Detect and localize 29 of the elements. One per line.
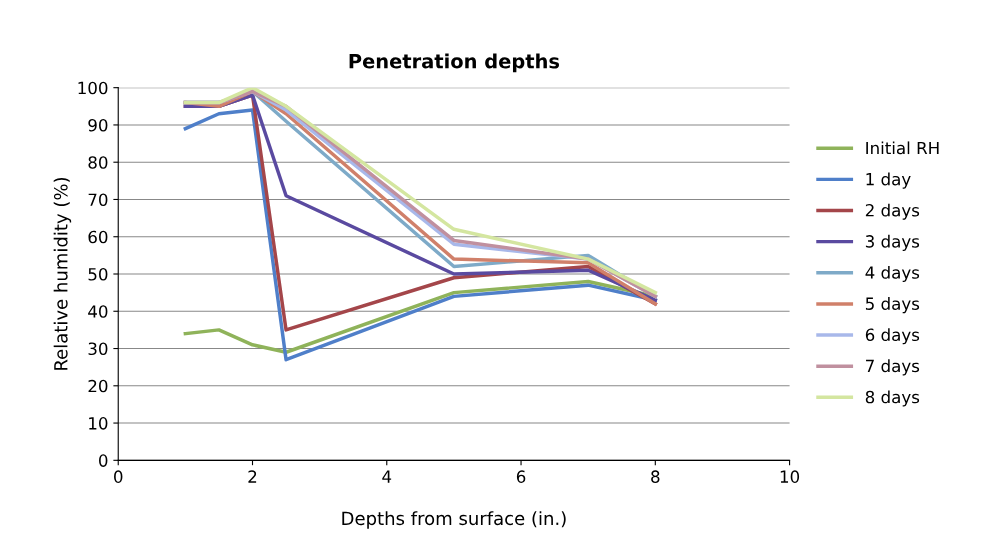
- legend-label: 6 days: [865, 328, 920, 345]
- x-axis-title: Depths from surface (in.): [342, 511, 566, 529]
- y-tick-label: 10: [89, 417, 108, 430]
- y-tick-label: 90: [88, 118, 108, 132]
- y-tick-label: 80: [88, 156, 108, 169]
- chart-title: Penetration depths: [349, 53, 560, 73]
- legend-label: 8 days: [865, 390, 920, 407]
- y-tick-label: 50: [88, 267, 108, 281]
- legend-label: Initial RH: [866, 141, 939, 155]
- y-axis-title: Relative humidity (%): [53, 177, 72, 370]
- legend-label: 7 days: [866, 359, 920, 376]
- legend-label: 5 days: [865, 297, 920, 314]
- y-tick-label: 70: [88, 193, 108, 207]
- y-tick-label: 20: [88, 379, 108, 393]
- legend-label: 1 day: [866, 172, 911, 189]
- legend-label: 3 days: [865, 234, 920, 251]
- legend-label: 4 days: [865, 265, 920, 283]
- y-tick-label: 100: [78, 81, 108, 95]
- y-tick-label: 40: [88, 305, 108, 318]
- x-tick-label: 4: [382, 470, 392, 483]
- x-tick-label: 2: [248, 470, 257, 483]
- x-tick-label: 0: [114, 470, 123, 483]
- y-tick-label: 0: [99, 454, 108, 467]
- x-tick-label: 8: [651, 470, 660, 483]
- x-tick-label: 10: [780, 470, 800, 483]
- legend-label: 2 days: [865, 203, 920, 220]
- y-tick-label: 60: [88, 230, 108, 244]
- x-tick-label: 6: [516, 470, 526, 483]
- y-tick-label: 30: [88, 342, 108, 356]
